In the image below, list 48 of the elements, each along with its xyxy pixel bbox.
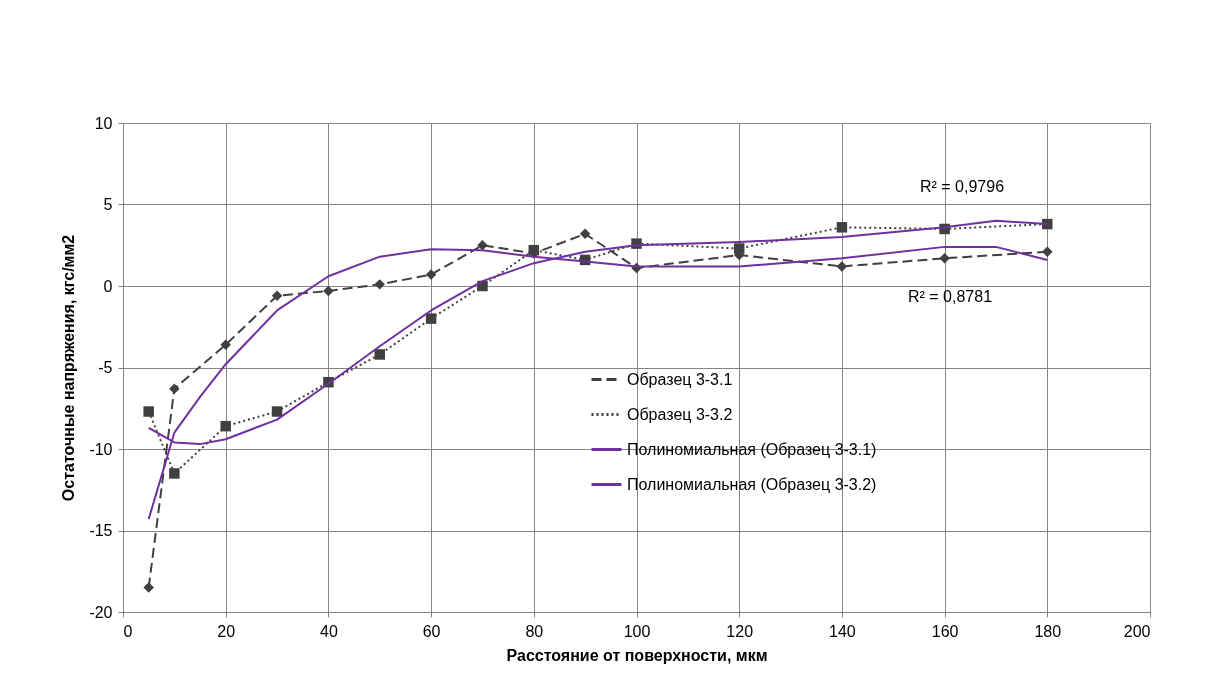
x-tick-label: 140: [829, 622, 856, 640]
y-tick-label: -10: [89, 440, 113, 458]
x-tick-label: 120: [726, 622, 754, 640]
point: [271, 406, 283, 417]
x-tick-label: 60: [422, 622, 441, 640]
x-tick-label: 80: [525, 622, 544, 640]
point: [169, 468, 180, 479]
y-tick-label: -15: [89, 522, 113, 539]
x-tick-label: 100: [623, 622, 651, 640]
point: [1042, 218, 1053, 230]
point: [143, 582, 154, 593]
point: [1042, 246, 1053, 258]
point: [733, 243, 745, 254]
y-axis-title: Остаточные напряжения, кгс/мм2: [60, 234, 78, 502]
point: [528, 244, 540, 256]
x-tick-label: 180: [1034, 622, 1062, 640]
point: [374, 349, 385, 360]
point: [143, 406, 154, 417]
point: [271, 290, 283, 302]
point: [579, 228, 591, 240]
x-tick-label: 0: [123, 622, 133, 640]
point: [220, 420, 231, 432]
point: [220, 339, 231, 350]
y-tick-label: -20: [89, 603, 113, 621]
x-tick-label: 20: [217, 622, 236, 640]
point: [477, 240, 488, 251]
point: [836, 222, 848, 233]
point: [425, 313, 437, 324]
y-tick-label: 10: [94, 114, 113, 132]
legend-label: Образец 3-3.2: [627, 405, 733, 423]
point: [939, 253, 950, 264]
point: [323, 285, 334, 297]
legend-label: Образец 3-3.1: [627, 370, 733, 388]
legend-label: Полиномиальная (Образец 3-3.1): [627, 440, 877, 458]
legend-label: Полиномиальная (Образец 3-3.2): [627, 475, 877, 493]
point: [836, 261, 848, 272]
x-tick-label: 160: [931, 622, 959, 640]
point: [169, 383, 180, 394]
y-tick-label: 0: [103, 277, 113, 295]
annotation: R² = 0,8781: [908, 288, 993, 305]
x-axis-title: Расстояние от поверхности, мкм: [506, 646, 768, 664]
y-tick-label: 5: [103, 196, 113, 213]
x-tick-label: 40: [320, 622, 338, 640]
x-tick-label: 200: [1123, 622, 1151, 640]
annotation: R² = 0,9796: [920, 178, 1005, 195]
point: [425, 269, 437, 280]
point: [374, 279, 385, 290]
y-tick-label: -5: [98, 359, 113, 376]
